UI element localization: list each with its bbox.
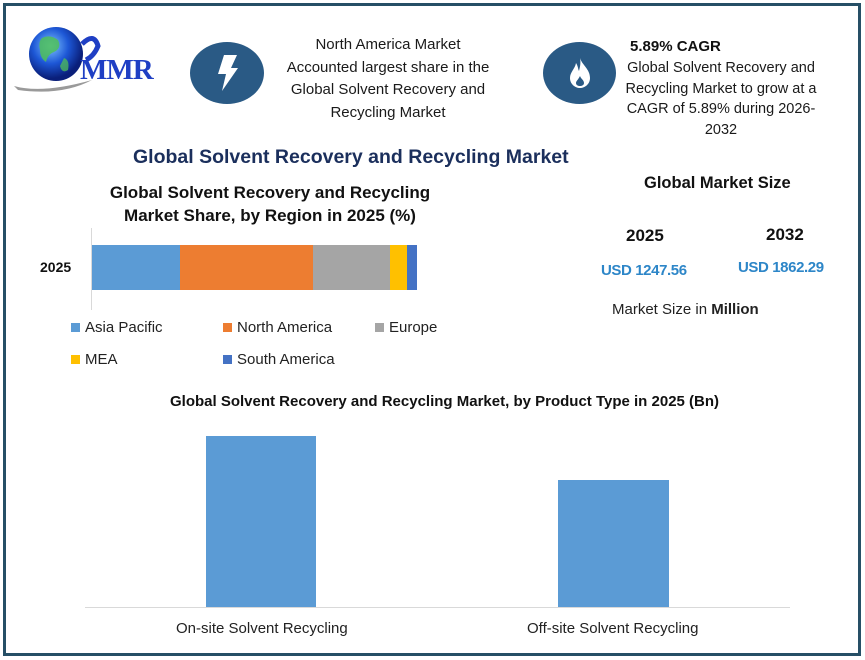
legend-swatch <box>223 355 232 364</box>
region-row-label: 2025 <box>40 259 72 275</box>
legend-north-america: North America <box>223 319 332 336</box>
bar-off-site <box>558 480 669 607</box>
unit-prefix: Market Size in <box>612 301 712 318</box>
segment-north-america <box>180 245 313 290</box>
lightning-badge <box>190 42 264 104</box>
category-off-site: Off-site Solvent Recycling <box>527 620 699 637</box>
product-chart-baseline <box>85 607 790 608</box>
segment-mea <box>390 245 407 290</box>
legend-europe: Europe <box>375 319 437 336</box>
legend-swatch <box>71 355 80 364</box>
info-right-line: Recycling Market to grow at a <box>625 80 817 97</box>
flame-icon <box>569 58 590 88</box>
unit-bold: Million <box>711 301 759 318</box>
main-title: Global Solvent Recovery and Recycling Ma… <box>133 146 569 168</box>
legend-swatch <box>71 323 80 332</box>
segment-south-america <box>407 245 417 290</box>
legend-swatch <box>223 323 232 332</box>
legend-swatch <box>375 323 384 332</box>
legend-label: North America <box>237 319 333 336</box>
flame-badge <box>543 42 616 104</box>
market-size-title: Global Market Size <box>644 174 791 192</box>
product-chart-title: Global Solvent Recovery and Recycling Ma… <box>170 393 720 410</box>
info-left-line: Accounted largest share in the <box>286 58 490 76</box>
mmr-logo: MMR <box>12 24 172 96</box>
legend-label: South America <box>237 351 335 368</box>
lightning-bolt-icon <box>218 55 238 91</box>
market-size-value-2025: USD 1247.56 <box>601 262 687 279</box>
globe-icon <box>14 27 101 92</box>
market-size-unit: Market Size in Million <box>612 301 759 318</box>
legend-south-america: South America <box>223 351 335 368</box>
info-right-text: Global Solvent Recovery and Recycling Ma… <box>612 58 830 140</box>
region-stacked-bar <box>92 245 417 290</box>
info-left-line: Recycling Market <box>330 103 446 121</box>
market-size-value-2032: USD 1862.29 <box>738 259 824 276</box>
legend-mea: MEA <box>71 351 118 368</box>
region-chart-title-line: Market Share, by Region in 2025 (%) <box>124 206 416 225</box>
info-left-text: North America Market Accounted largest s… <box>268 34 508 124</box>
bar-on-site <box>206 436 316 607</box>
market-size-year-2032: 2032 <box>766 225 804 244</box>
segment-europe <box>313 245 390 290</box>
cagr-title: 5.89% CAGR <box>630 38 721 55</box>
category-on-site: On-site Solvent Recycling <box>176 620 348 637</box>
region-chart-title: Global Solvent Recovery and Recycling Ma… <box>90 181 450 227</box>
legend-label: Europe <box>389 319 438 336</box>
info-right-line: 2032 <box>704 121 738 138</box>
legend-asia-pacific: Asia Pacific <box>71 319 163 336</box>
info-right-line: Global Solvent Recovery and <box>627 60 815 76</box>
legend-label: Asia Pacific <box>85 319 163 336</box>
market-size-year-2025: 2025 <box>626 226 664 245</box>
logo-text: MMR <box>80 54 154 86</box>
info-right-line: CAGR of 5.89% during 2026- <box>626 101 816 117</box>
info-left-line: Global Solvent Recovery and <box>290 81 486 98</box>
region-chart-axis <box>91 228 92 310</box>
segment-asia-pacific <box>92 245 180 290</box>
info-left-line: North America Market <box>315 36 461 53</box>
region-chart-title-line: Global Solvent Recovery and Recycling <box>109 183 431 202</box>
infographic-frame <box>3 3 861 656</box>
legend-label: MEA <box>85 351 118 368</box>
